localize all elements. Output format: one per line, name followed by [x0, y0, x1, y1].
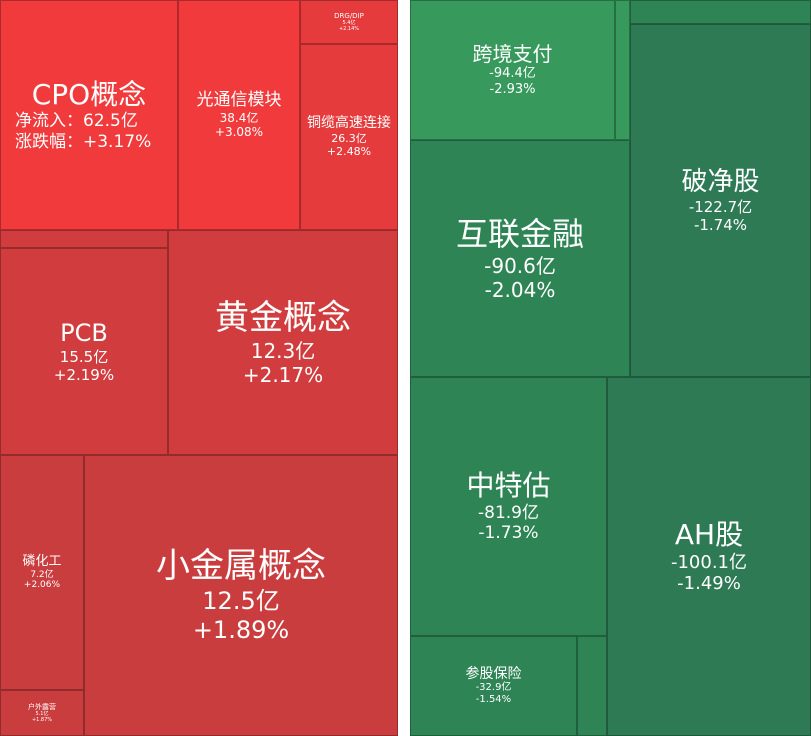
change: +1.87%	[31, 717, 53, 724]
tile-name: PCB	[60, 319, 108, 348]
tile[interactable]: DRG/DIP 5.4亿 +2.14%	[300, 0, 398, 44]
tile[interactable]: 互联金融 -90.6亿 -2.04%	[410, 140, 630, 377]
tile[interactable]: CPO概念 净流入：62.5亿 涨跌幅：+3.17%	[0, 0, 178, 230]
tile-name: 小金属概念	[156, 546, 326, 587]
tile[interactable]: 铜缆高速连接 26.3亿 +2.48%	[300, 44, 398, 230]
tile[interactable]: 户外露营 5.1亿 +1.87%	[0, 690, 84, 736]
flow: -90.6亿	[484, 253, 556, 278]
tile[interactable]	[577, 636, 607, 736]
change: +2.19%	[53, 365, 115, 384]
change: -1.73%	[478, 523, 539, 544]
tile-name: 黄金概念	[215, 298, 351, 339]
tile-name: AH股	[674, 518, 744, 552]
tile-name: 铜缆高速连接	[307, 115, 391, 132]
tile[interactable]	[615, 0, 630, 140]
tile[interactable]: AH股 -100.1亿 -1.49%	[607, 377, 811, 736]
flow: 5.4亿	[342, 20, 356, 27]
change: +1.89%	[192, 615, 290, 644]
flow: -100.1亿	[670, 551, 748, 573]
tile-name: CPO概念	[31, 77, 147, 111]
tile[interactable]: 跨境支付 -94.4亿 -2.93%	[410, 0, 615, 140]
tile[interactable]: 破净股 -122.7亿 -1.74%	[630, 24, 811, 377]
change: +2.17%	[242, 362, 324, 387]
flow: -94.4亿	[489, 66, 536, 82]
flow: 7.2亿	[30, 569, 54, 580]
change: -2.93%	[489, 82, 536, 97]
change: +3.17%	[83, 131, 152, 152]
tile-name: DRG/DIP	[334, 11, 364, 20]
tile[interactable]	[0, 230, 168, 248]
tile[interactable]: 黄金概念 12.3亿 +2.17%	[168, 230, 398, 455]
flow: 15.5亿	[59, 347, 109, 366]
tile-name: 互联金融	[455, 215, 584, 254]
change: -1.54%	[475, 694, 512, 706]
change: +2.14%	[338, 26, 360, 33]
flow: -81.9亿	[478, 502, 539, 523]
tile-name: 跨境支付	[472, 42, 553, 67]
flow: 62.5亿	[83, 111, 138, 132]
tile[interactable]: 参股保险 -32.9亿 -1.54%	[410, 636, 577, 736]
tile[interactable]: 磷化工 7.2亿 +2.06%	[0, 455, 84, 690]
label: 涨跌幅：	[15, 131, 83, 152]
tile[interactable]	[630, 0, 811, 24]
tile-name: 光通信模块	[196, 90, 282, 111]
tile-name: 磷化工	[22, 553, 62, 569]
tile[interactable]: 中特估 -81.9亿 -1.73%	[410, 377, 607, 636]
flow: 12.3亿	[250, 338, 316, 363]
tile[interactable]: 光通信模块 38.4亿 +3.08%	[178, 0, 300, 230]
flow: 12.5亿	[202, 587, 280, 616]
flow: -32.9亿	[475, 682, 512, 694]
tile-name: 破净股	[681, 166, 760, 197]
tile-name: 中特估	[466, 469, 551, 503]
flow: 26.3亿	[331, 132, 367, 146]
change: +2.06%	[23, 580, 61, 591]
change: -2.04%	[484, 277, 556, 302]
tile[interactable]: 小金属概念 12.5亿 +1.89%	[84, 455, 398, 736]
tile[interactable]: PCB 15.5亿 +2.19%	[0, 248, 168, 455]
tile-name: 参股保险	[465, 665, 522, 682]
flow: 38.4亿	[219, 110, 259, 125]
label: 净流入：	[15, 111, 83, 132]
tile-name: 户外露营	[28, 702, 56, 711]
flow: 5.1亿	[35, 711, 49, 718]
change: -1.49%	[677, 573, 741, 595]
flow: -122.7亿	[688, 198, 753, 217]
change: +3.08%	[214, 125, 264, 140]
change: +2.48%	[326, 145, 372, 159]
change: -1.74%	[693, 216, 748, 235]
